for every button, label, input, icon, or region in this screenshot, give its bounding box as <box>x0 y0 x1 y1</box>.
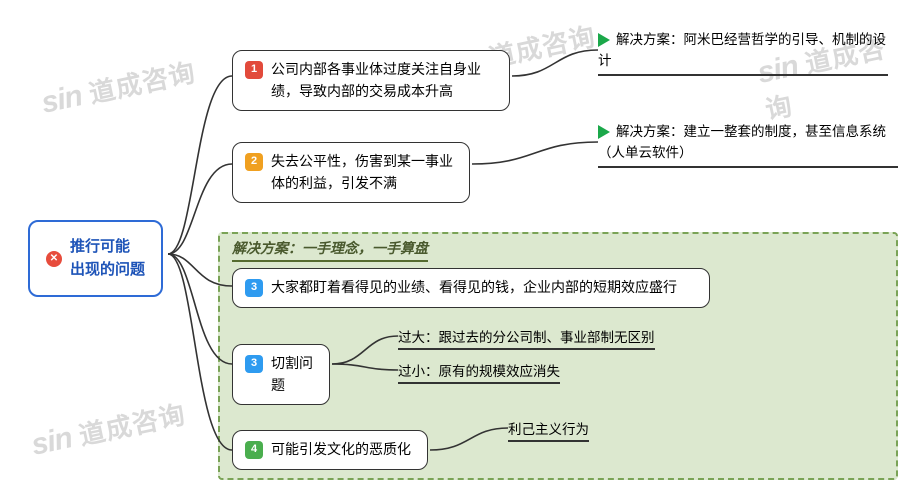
node-2-text: 失去公平性，伤害到某一事业体的利益，引发不满 <box>271 151 457 194</box>
badge-2: 2 <box>245 153 263 171</box>
solution-2: 解决方案：建立一整套的制度，甚至信息系统（人单云软件） <box>598 122 898 168</box>
root-node: ✕ 推行可能 出现的问题 <box>28 220 163 297</box>
node-3-text: 大家都盯着看得见的业绩、看得见的钱，企业内部的短期效应盛行 <box>271 277 677 299</box>
close-icon: ✕ <box>46 251 62 267</box>
sub-5: 利己主义行为 <box>508 418 589 442</box>
watermark: sin 道成咨询 <box>28 394 189 463</box>
badge-3: 3 <box>245 279 263 297</box>
node-4-text: 切割问题 <box>271 353 317 396</box>
node-3: 3 大家都盯着看得见的业绩、看得见的钱，企业内部的短期效应盛行 <box>232 268 710 308</box>
solution-1: 解决方案：阿米巴经营哲学的引导、机制的设计 <box>598 30 888 76</box>
node-1: 1 公司内部各事业体过度关注自身业绩，导致内部的交易成本升高 <box>232 50 510 111</box>
node-5: 4 可能引发文化的恶质化 <box>232 430 428 470</box>
sub-4a: 过大：跟过去的分公司制、事业部制无区别 <box>398 326 655 350</box>
node-4: 3 切割问题 <box>232 344 330 405</box>
sub-4b: 过小：原有的规模效应消失 <box>398 360 560 384</box>
triangle-icon <box>598 33 610 47</box>
root-text: 推行可能 出现的问题 <box>70 236 145 281</box>
triangle-icon <box>598 125 610 139</box>
node-2: 2 失去公平性，伤害到某一事业体的利益，引发不满 <box>232 142 470 203</box>
green-panel-title: 解决方案：一手理念，一手算盘 <box>232 238 428 262</box>
node-1-text: 公司内部各事业体过度关注自身业绩，导致内部的交易成本升高 <box>271 59 497 102</box>
badge-4: 3 <box>245 355 263 373</box>
badge-5: 4 <box>245 441 263 459</box>
badge-1: 1 <box>245 61 263 79</box>
node-5-text: 可能引发文化的恶质化 <box>271 439 411 461</box>
watermark: sin 道成咨询 <box>38 52 199 121</box>
